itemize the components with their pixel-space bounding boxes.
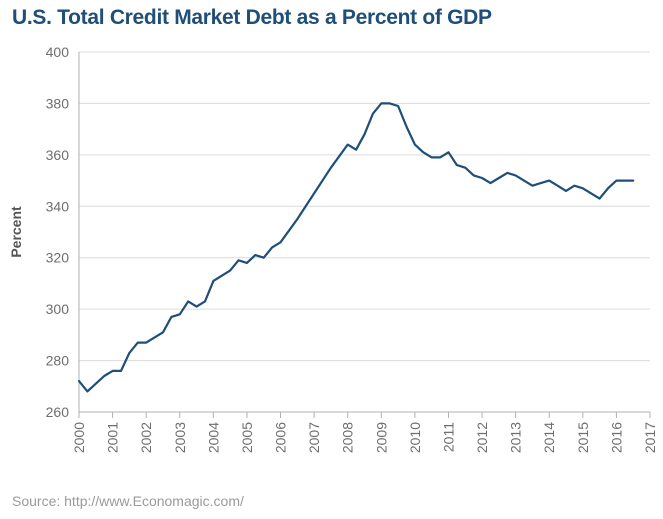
y-axis-label: Percent — [8, 206, 24, 258]
series-line — [77, 102, 635, 393]
x-tick-label: 2002 — [138, 422, 154, 453]
x-tick-label: 2008 — [340, 422, 356, 453]
x-tick-label: 2004 — [205, 422, 221, 453]
y-axis-tick-labels: 260 280 300 320 340 360 380 400 — [46, 44, 70, 420]
y-tick-label: 280 — [46, 353, 70, 369]
y-tick-label: 260 — [46, 404, 70, 420]
x-tick-label: 2017 — [642, 422, 658, 453]
y-tick-label: 360 — [46, 147, 70, 163]
x-tick-label: 2014 — [541, 422, 557, 453]
x-tick-label: 2005 — [239, 422, 255, 453]
y-tick-label: 400 — [46, 44, 70, 60]
x-tick-label: 2000 — [71, 422, 87, 453]
y-tick-label: 320 — [46, 250, 70, 266]
data-series — [77, 102, 635, 393]
x-tick-label: 2003 — [172, 422, 188, 453]
x-tick-label: 2012 — [474, 422, 490, 453]
x-tick-label: 2011 — [440, 422, 456, 452]
axes — [78, 52, 651, 418]
x-tick-label: 2015 — [575, 422, 591, 453]
chart-title: U.S. Total Credit Market Debt as a Perce… — [12, 6, 492, 29]
x-tick-label: 2009 — [373, 422, 389, 453]
x-tick-label: 2013 — [508, 422, 524, 453]
gridlines — [79, 51, 650, 362]
x-tick-label: 2007 — [306, 422, 322, 453]
y-tick-label: 300 — [46, 301, 70, 317]
x-tick-label: 2001 — [105, 422, 121, 453]
x-axis-tick-labels: 2000 2001 2002 2003 2004 2005 2006 2007 2008 2009… — [71, 422, 658, 453]
y-tick-label: 380 — [46, 95, 70, 111]
y-tick-label: 340 — [46, 198, 70, 214]
x-tick-label: 2016 — [608, 422, 624, 453]
source-note: Source: http://www.Economagic.com/ — [12, 493, 244, 509]
x-tick-label: 2010 — [407, 422, 423, 453]
x-tick-label: 2006 — [273, 422, 289, 453]
